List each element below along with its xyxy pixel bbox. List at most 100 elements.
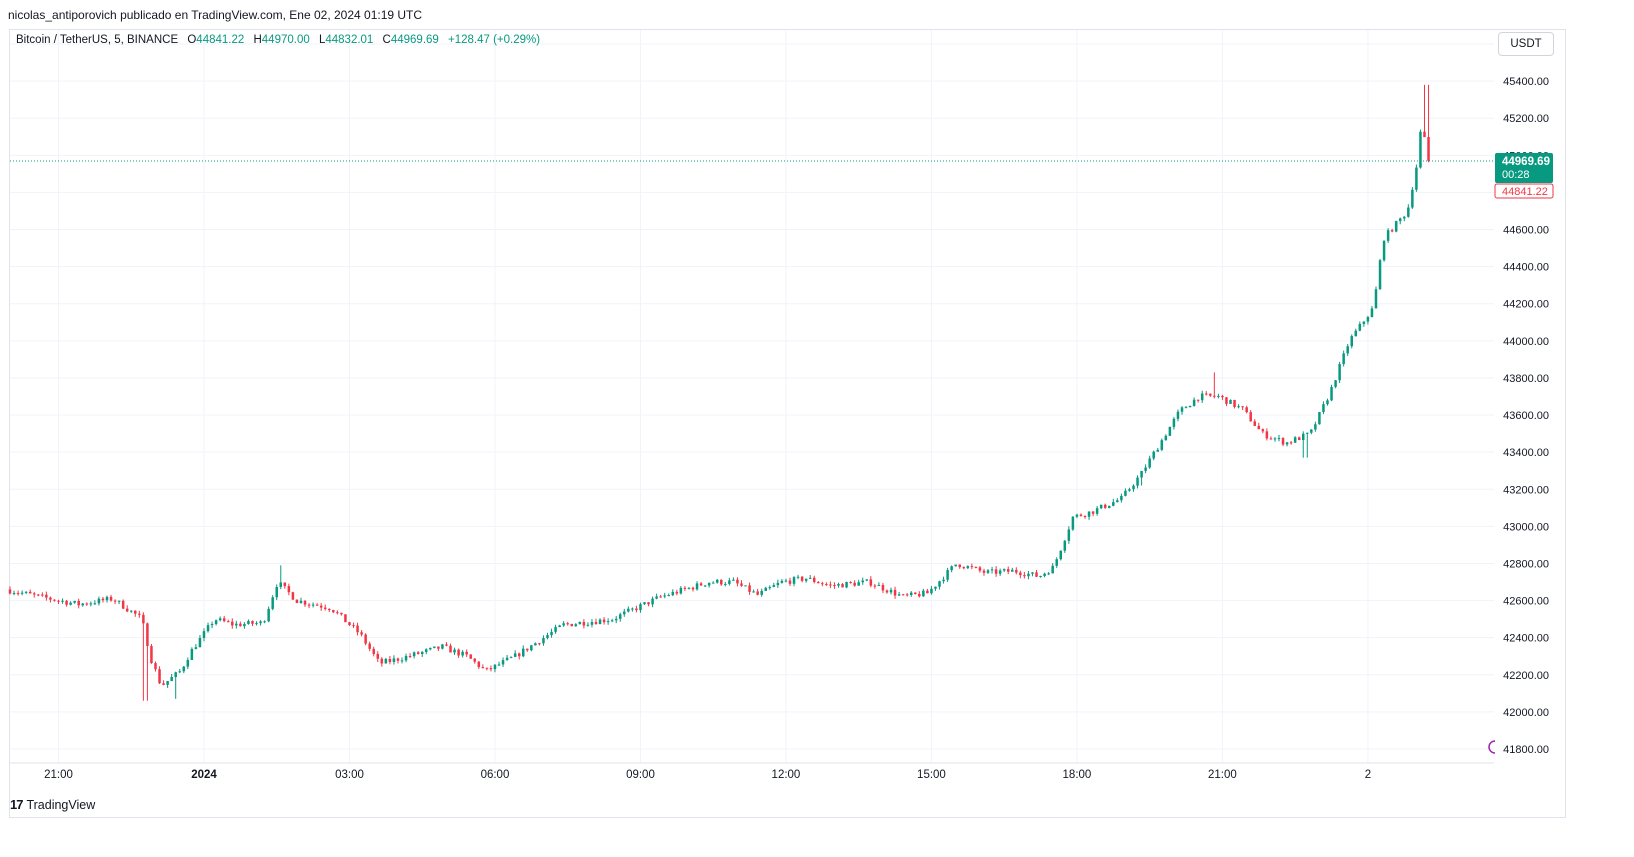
- candle-body: [1241, 406, 1244, 408]
- candle: [821, 581, 824, 587]
- time-axis[interactable]: 21:00 2024 03:00 06:00 09:00 12:00 15:00 18:00 2…: [10, 762, 1494, 781]
- candle-body: [736, 579, 739, 584]
- candle: [893, 586, 897, 599]
- candle: [1330, 384, 1333, 402]
- candle-body: [869, 579, 873, 586]
- candle: [1124, 488, 1127, 497]
- candle: [618, 612, 622, 622]
- candle-body: [1398, 218, 1402, 222]
- candle: [461, 649, 464, 658]
- candle-body: [1245, 407, 1248, 413]
- candle-body: [1031, 572, 1034, 574]
- candle-body: [372, 648, 375, 654]
- candle-body: [416, 652, 420, 655]
- currency-button[interactable]: USDT: [1498, 32, 1554, 56]
- open-price-tag: [1494, 183, 1554, 199]
- candle-body: [833, 584, 836, 586]
- candle-body: [400, 660, 404, 662]
- event-marker-icon[interactable]: [1488, 740, 1496, 754]
- candle: [926, 588, 929, 594]
- x-tick-label: 12:00: [772, 769, 801, 781]
- y-tick-label: 44400.00: [1503, 262, 1549, 274]
- candle-body: [918, 593, 921, 597]
- candle-body: [303, 600, 307, 605]
- candle-body: [655, 596, 658, 599]
- candle-body: [1403, 216, 1406, 219]
- candle-body: [37, 594, 40, 596]
- candle-body: [1184, 407, 1188, 409]
- candle: [16, 590, 20, 596]
- candle: [550, 628, 553, 638]
- symbol-legend[interactable]: Bitcoin / TetherUS, 5, BINANCE O44841.22…: [16, 34, 540, 46]
- candle: [1043, 572, 1046, 578]
- candle: [679, 586, 683, 595]
- candle-body: [764, 587, 767, 591]
- candle: [1108, 505, 1111, 509]
- candle: [1378, 258, 1382, 290]
- candle-body: [1180, 407, 1184, 412]
- candle-body: [728, 580, 731, 584]
- candle: [756, 588, 759, 596]
- candle: [845, 581, 848, 589]
- candle: [671, 589, 675, 597]
- candle: [558, 624, 561, 628]
- candle: [651, 596, 654, 608]
- candle-body: [41, 594, 44, 596]
- price-axis[interactable]: 41800.00 42000.00 42200.00 42400.00 42600.00…: [1503, 39, 1549, 756]
- candle: [206, 622, 210, 633]
- candle-body: [711, 582, 715, 584]
- candle-body: [1156, 449, 1160, 452]
- candle: [166, 681, 169, 688]
- candle: [566, 621, 569, 626]
- candle-body: [1059, 550, 1063, 560]
- last-price-tag-value: 44969.69: [1502, 156, 1550, 168]
- candle: [1071, 516, 1075, 531]
- candle: [1063, 539, 1067, 553]
- candle: [400, 657, 404, 664]
- candle: [307, 603, 311, 609]
- symbol-name[interactable]: Bitcoin / TetherUS, 5, BINANCE: [16, 34, 179, 46]
- candle: [546, 632, 549, 640]
- candle-body: [1390, 230, 1394, 232]
- grid: [10, 30, 1494, 763]
- candle: [101, 597, 105, 603]
- y-tick-label: 43200.00: [1503, 484, 1549, 496]
- x-tick-label: 15:00: [917, 769, 946, 781]
- candle: [287, 583, 291, 596]
- candle-body: [513, 653, 517, 657]
- candle-body: [1394, 221, 1398, 232]
- candle-body: [837, 584, 840, 586]
- candle-body: [1330, 386, 1333, 401]
- candle: [643, 602, 646, 605]
- candle-body: [1120, 495, 1123, 501]
- candle-body: [1370, 308, 1374, 318]
- candle-body: [392, 658, 396, 662]
- candle-body: [1192, 399, 1196, 406]
- candle: [1297, 436, 1301, 441]
- candle-body: [247, 620, 250, 625]
- candle-body: [1249, 412, 1252, 422]
- candle-body: [594, 622, 598, 625]
- candle: [970, 563, 974, 570]
- candle: [202, 628, 206, 642]
- candle: [958, 564, 961, 569]
- candle: [368, 641, 371, 652]
- candle: [291, 591, 295, 600]
- low-label: L: [318, 34, 326, 46]
- candle-body: [998, 570, 1002, 574]
- candle-body: [703, 585, 707, 587]
- candle-body: [497, 664, 501, 666]
- candle-body: [1366, 317, 1370, 322]
- candle: [610, 618, 614, 623]
- candle-body: [667, 595, 671, 597]
- candle: [1253, 419, 1257, 427]
- candle: [570, 623, 574, 627]
- candle: [1265, 428, 1269, 441]
- candle: [695, 581, 699, 591]
- candle: [1289, 441, 1293, 445]
- candle-body: [299, 600, 303, 604]
- candle: [1015, 567, 1018, 575]
- footer-brand[interactable]: 17 TradingView: [10, 797, 95, 812]
- candle: [1318, 411, 1321, 425]
